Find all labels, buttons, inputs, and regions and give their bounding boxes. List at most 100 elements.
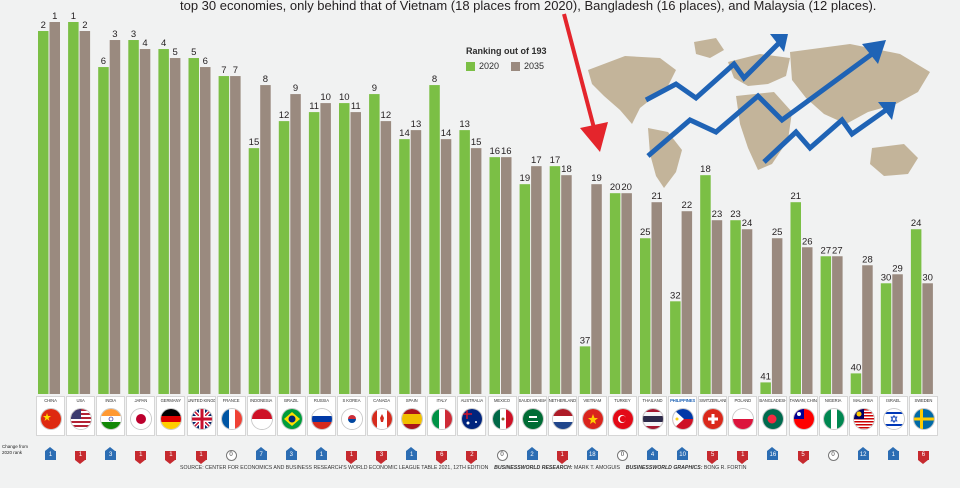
map-south-america — [648, 128, 682, 188]
country-name: CANADA — [373, 398, 391, 403]
trend-arrow-top-head — [770, 34, 788, 52]
map-asia — [790, 44, 930, 124]
rank-change: 1 — [879, 443, 908, 460]
rank-change-down-badge: 5 — [797, 451, 809, 464]
flag-kr-icon — [342, 409, 362, 429]
country-name: SPAIN — [405, 398, 418, 403]
bar-value-label: 11 — [351, 101, 361, 112]
flag-tw-icon — [793, 409, 814, 429]
bar-value-label: 13 — [459, 119, 470, 130]
country-name: BANGLADESH — [759, 398, 787, 403]
flag-il-icon — [883, 409, 904, 429]
bar-value-label: 30 — [922, 272, 933, 283]
bar-2020-mexico — [489, 157, 500, 394]
rank-change-up-badge: 1 — [315, 447, 327, 460]
rank-change-up-badge: 1 — [887, 447, 899, 460]
rank-change: 10 — [668, 443, 697, 460]
bar-value-label: 3 — [112, 29, 117, 40]
bar-2020-vietnam — [579, 346, 591, 394]
country-cell: UNITED KINGDOM — [186, 396, 216, 436]
bar-value-label: 8 — [263, 74, 268, 85]
rank-change-down-badge: 1 — [135, 451, 147, 464]
country-cell: SPAIN — [397, 396, 427, 436]
rank-change-zero-badge: 0 — [616, 450, 628, 461]
flag-it-icon — [432, 409, 453, 429]
country-name: USA — [76, 398, 85, 403]
bar-value-label: 25 — [640, 227, 651, 238]
flag-se-icon — [913, 409, 934, 429]
bar-2020-malaysia — [850, 373, 862, 394]
rank-change: 4 — [638, 443, 667, 460]
bar-2020-s-korea — [339, 103, 350, 394]
flag-au-icon — [462, 409, 483, 429]
country-name: MALAYSIA — [853, 398, 874, 403]
rank-change-down-badge: 1 — [75, 451, 87, 464]
rank-change-down-badge: 1 — [556, 451, 568, 464]
bar-2035-russia — [320, 103, 331, 394]
flag-jp-icon — [131, 409, 152, 429]
rank-change-down-badge: 3 — [376, 451, 388, 464]
bar-value-label: 12 — [381, 110, 392, 121]
flag-es-icon — [402, 409, 423, 429]
country-cell: THAILAND — [638, 396, 667, 436]
bar-2035-taiwan-china — [802, 247, 813, 394]
country-name: NIGERIA — [824, 398, 842, 403]
country-name: UNITED KINGDOM — [187, 398, 215, 403]
bar-value-label: 6 — [203, 56, 208, 67]
bar-value-label: 1 — [52, 11, 57, 22]
country-name: INDONESIA — [250, 398, 273, 403]
legend-swatch-2035 — [511, 61, 521, 71]
country-cell: USA — [66, 396, 96, 436]
bar-value-label: 9 — [372, 83, 377, 94]
bar-value-label: 40 — [851, 362, 862, 373]
trend-arrow-bottom — [762, 107, 888, 164]
rank-change-zero-badge: 0 — [225, 450, 237, 461]
bar-2020-nigeria — [820, 256, 832, 394]
flag-my-icon — [853, 409, 874, 429]
bar-2020-saudi-arabia — [519, 184, 531, 394]
flag-de-icon — [161, 409, 182, 429]
country-cell: MEXICO — [487, 396, 517, 436]
rank-change: 3 — [277, 443, 306, 460]
rank-change-up-badge: 4 — [647, 447, 658, 460]
trend-arrow-bottom-head — [878, 102, 896, 120]
bar-2020-israel — [880, 283, 892, 394]
country-name: ISRAEL — [886, 398, 901, 403]
bar-2020-united-kingdom — [188, 58, 199, 394]
flag-mx-icon — [492, 409, 513, 429]
bar-2035-mexico — [501, 157, 512, 394]
country-name: INDIA — [105, 398, 117, 403]
bar-2035-usa — [79, 31, 91, 394]
country-cell: TURKEY — [607, 396, 637, 436]
bar-value-label: 18 — [561, 164, 572, 175]
rank-change: 3 — [367, 443, 396, 464]
bar-value-label: 27 — [832, 245, 843, 256]
bar-value-label: 6 — [101, 56, 106, 67]
country-cell: ISRAEL — [878, 396, 908, 436]
legend-swatch-2020 — [466, 61, 475, 71]
country-name: JAPAN — [134, 398, 148, 403]
flag-bd-icon — [763, 409, 784, 429]
bar-2035-china — [49, 22, 60, 394]
bar-value-label: 20 — [610, 182, 621, 193]
country-cell: PHILIPPINES — [668, 396, 698, 436]
country-name: NETHERLANDS — [548, 398, 576, 403]
flag-in-icon — [101, 409, 122, 429]
country-name: MEXICO — [494, 398, 510, 403]
bar-2020-italy — [429, 85, 440, 394]
flag-ch-icon — [703, 409, 724, 429]
bar-2020-japan — [128, 40, 139, 395]
bar-2035-japan — [139, 49, 151, 394]
country-cell: S KOREA — [337, 396, 366, 436]
bar-2020-netherlands — [549, 166, 561, 394]
bar-2035-united-kingdom — [200, 67, 211, 395]
source-text: SOURCE: CENTER FOR ECONOMICS AND BUSINES… — [180, 465, 489, 471]
rank-change: 1 — [156, 443, 185, 464]
rank-change-up-badge: 1 — [45, 447, 56, 460]
bar-value-label: 15 — [471, 137, 482, 148]
country-name: TURKEY — [614, 398, 631, 403]
bar-value-label: 21 — [651, 191, 662, 202]
bar-2035-poland — [741, 229, 753, 394]
bar-2035-spain — [410, 130, 422, 394]
country-name: ITALY — [436, 398, 448, 403]
